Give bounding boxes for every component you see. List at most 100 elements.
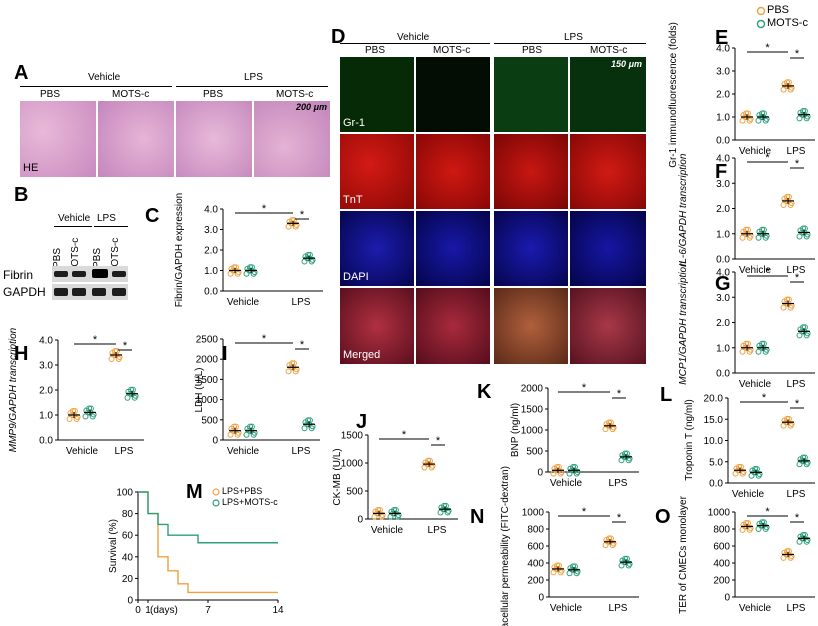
panel-l-letter: L: [660, 384, 672, 406]
d-row-tnt: TnT: [343, 194, 363, 206]
chart-h-point: [73, 416, 80, 422]
chart-o-ytick-label: 1000: [708, 508, 731, 519]
b-blot-fibrin: [52, 266, 128, 282]
chart-h-point: [115, 356, 122, 362]
chart-i-sig-star-1: *: [262, 333, 267, 345]
chart-i-point: [289, 360, 296, 367]
chart-c-point: [234, 270, 241, 277]
chart-o-point: [759, 519, 766, 526]
chart-j-ytick-label: 500: [346, 487, 363, 498]
panel-f-letter: F: [715, 161, 727, 183]
chart-f-point: [746, 234, 753, 241]
chart-f-sig-star-1: *: [765, 152, 770, 164]
chart-i-point: [308, 425, 315, 432]
chart-m-ytick-label: 100: [116, 488, 133, 499]
chart-j-xtick-label: Vehicle: [371, 525, 404, 536]
chart-f-point: [796, 233, 803, 240]
chart-i-ytick-label: 1000: [196, 395, 219, 406]
chart-k-point: [618, 457, 625, 464]
chart-e-ytick-label: 0.0: [716, 136, 730, 147]
a-col-pbs-2: PBS: [203, 89, 224, 100]
chart-l-sig-star-1: *: [762, 392, 767, 404]
fibrin-band-4: [112, 271, 126, 277]
chart-j-sig-star-2: *: [436, 435, 441, 447]
chart-o-sig-star-2: *: [795, 512, 800, 524]
chart-m-ytick-label: 0: [127, 596, 133, 607]
chart-n-point: [618, 562, 625, 569]
a-image-1: HE: [20, 101, 96, 177]
chart-n-point: [570, 563, 577, 570]
chart-h-point: [66, 416, 73, 422]
chart-n-ytick-label: 800: [527, 525, 544, 536]
chart-h-point: [112, 348, 119, 354]
chart-j-point: [421, 464, 428, 471]
chart-j-ytick-label: 1000: [341, 459, 364, 470]
chart-o-ytick-label: 400: [713, 559, 730, 570]
chart-n-point: [609, 542, 616, 549]
d-dapi-2: [416, 211, 490, 286]
b-group-vehicle: Vehicle: [58, 213, 91, 224]
chart-j-point: [425, 457, 432, 464]
chart-k-sig-star-2: *: [617, 388, 622, 400]
d-dapi-1: DAPI: [340, 211, 414, 286]
chart-g-xtick-label: LPS: [787, 379, 806, 390]
d-row-merged: Merged: [343, 349, 381, 361]
chart-l-point: [752, 465, 759, 472]
d-gr1-4: 150 μm: [570, 57, 646, 132]
panel-e-letter: E: [715, 27, 728, 49]
chart-j-ytick-label: 0: [357, 515, 363, 526]
chart-n-ytick-label: 1000: [522, 508, 545, 519]
chart-m-ylabel: Survival (%): [108, 519, 119, 573]
chart-i-ylabel: LDH (U/L): [194, 367, 205, 412]
chart-f-ylabel: IL-6/GAPDH transcription: [678, 153, 689, 266]
chart-k-point: [609, 426, 616, 433]
chart-n-point: [602, 542, 609, 549]
chart-c-ylabel: Fibrin/GAPDH expression: [174, 193, 185, 307]
chart-i-point: [243, 431, 250, 438]
chart-c-xtick-label: LPS: [292, 297, 311, 308]
chart-g-point: [803, 332, 810, 339]
chart-i-point: [250, 431, 257, 438]
gapdh-band-3: [92, 288, 106, 296]
chart-o-ylabel: TER of CMECs monolayer: [678, 495, 689, 613]
d-merged-4: [570, 288, 646, 364]
panel-k-letter: K: [477, 381, 492, 403]
chart-k-ytick-label: 500: [526, 447, 543, 458]
m-legend-marker-motsc: [212, 499, 220, 507]
chart-e-ytick-label: 1.0: [716, 113, 730, 124]
chart-k-ytick-label: 1500: [521, 405, 544, 416]
chart-i-point: [231, 423, 238, 430]
chart-k-point: [625, 457, 632, 464]
chart-g-point: [796, 332, 803, 339]
a-col-motsc-1: MOTS-c: [112, 89, 150, 100]
chart-g-sig-star-2: *: [795, 272, 800, 284]
chart-i-xtick-label: LPS: [292, 446, 311, 457]
panel-g-letter: G: [715, 273, 731, 295]
chart-j-xtick-label: LPS: [428, 525, 447, 536]
gapdh-band-4: [112, 288, 126, 296]
chart-k-xtick-label: Vehicle: [550, 478, 583, 489]
chart-l-point: [803, 461, 810, 468]
chart-g-point: [780, 304, 787, 311]
chart-k-ytick-label: 2000: [521, 384, 544, 395]
chart-h-point: [124, 394, 131, 401]
chart-f-point: [739, 234, 746, 241]
chart-l-ylabel: Troponin T (ng/ml): [684, 399, 695, 481]
chart-n-xtick-label: LPS: [609, 603, 628, 614]
fibrin-band-2: [72, 271, 86, 277]
chart-m-ytick-label: 20: [122, 574, 134, 585]
chart-l-point: [748, 472, 755, 479]
chart-n-ytick-label: 200: [527, 576, 544, 587]
chart-f-ytick-label: 0.0: [716, 255, 730, 266]
b-group-lps: LPS: [97, 213, 116, 224]
gapdh-band-2: [72, 288, 86, 296]
panel-o-letter: O: [655, 506, 671, 528]
chart-h-ytick-label: 0.0: [39, 436, 53, 447]
a-group-vehicle: Vehicle: [88, 72, 121, 83]
chart-j-ylabel: CK-MB (U/L): [332, 448, 343, 505]
chart-o-point: [787, 554, 794, 561]
b-vehicle-line: [54, 226, 92, 227]
chart-e-point: [759, 110, 766, 117]
chart-f-point: [743, 226, 750, 233]
chart-l-ytick-label: 15.0: [704, 415, 724, 426]
